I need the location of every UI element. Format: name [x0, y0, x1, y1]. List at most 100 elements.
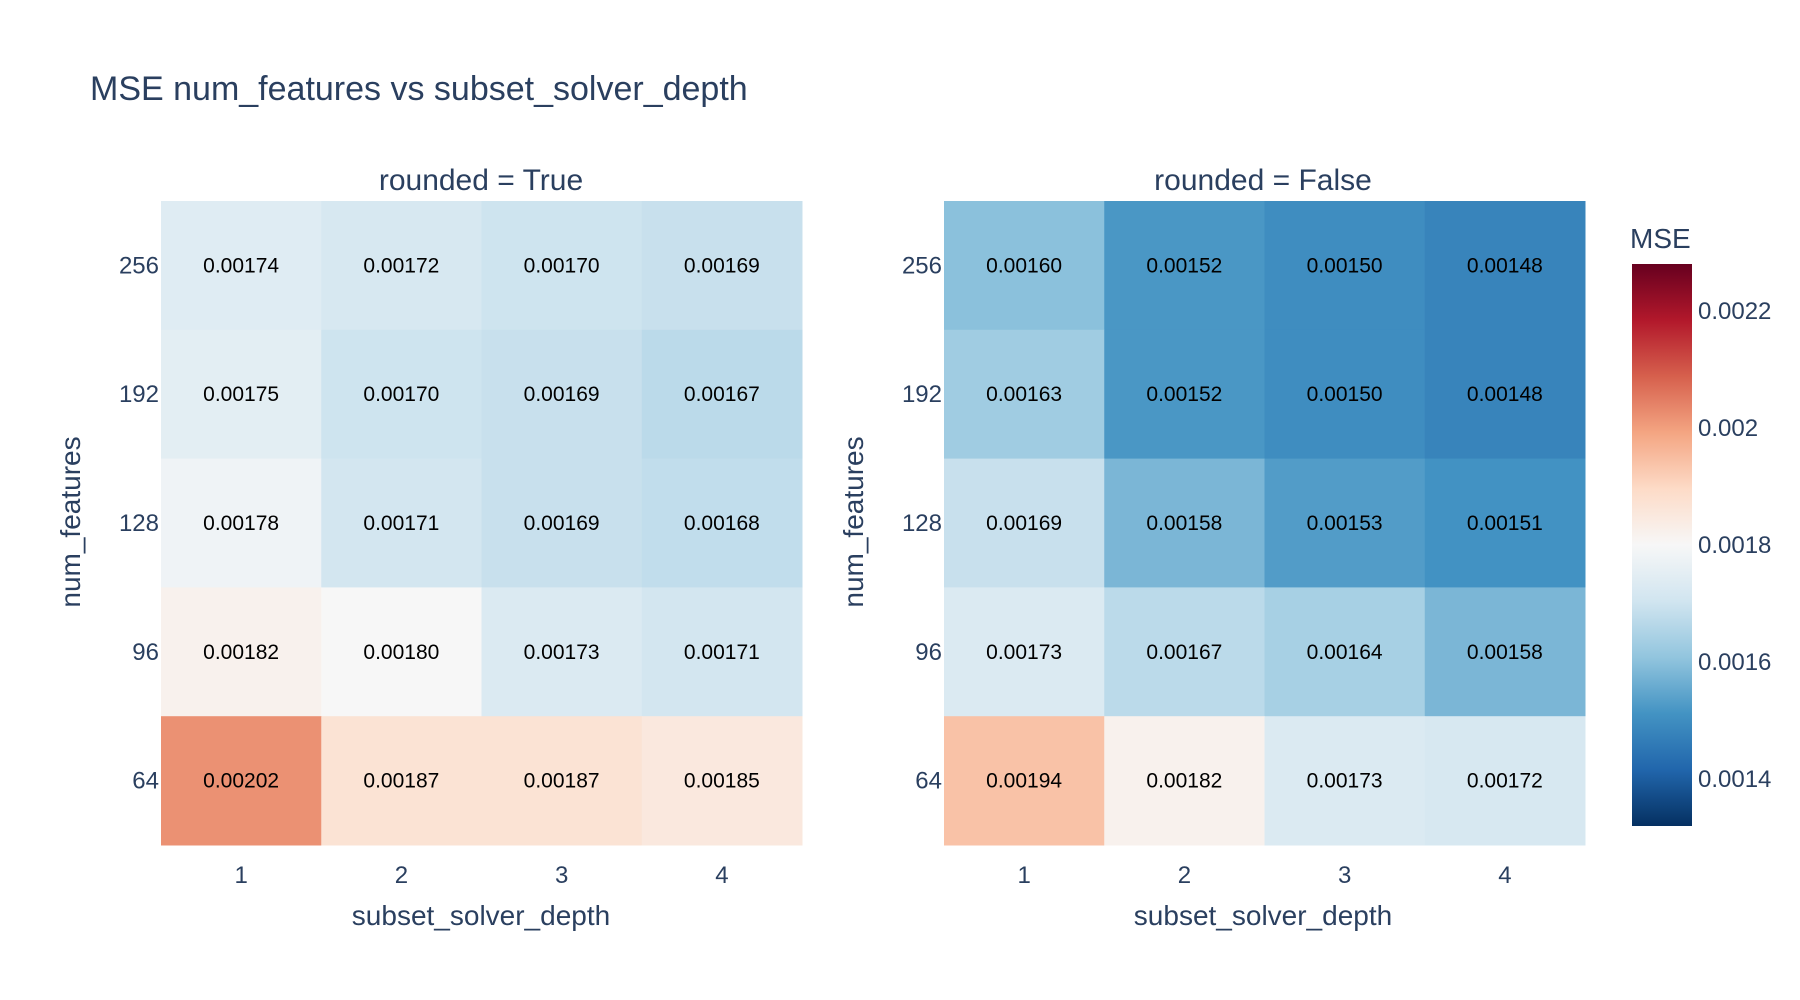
cell-value-label: 0.00174	[203, 254, 279, 277]
x-axis-title: subset_solver_depth	[352, 900, 610, 931]
cell-value-label: 0.00167	[1146, 641, 1222, 664]
colorbar-ticks: 0.0014 0.0016 0.0018 0.002 0.0022	[1698, 298, 1771, 793]
y-axis-title: num_features	[838, 436, 869, 607]
cell-value-label: 0.00171	[363, 512, 439, 535]
cell-value-label: 0.00171	[684, 641, 760, 664]
cell-value-label: 0.00173	[524, 641, 600, 664]
x-tick-label: 2	[1178, 862, 1191, 889]
cell-value-label: 0.00169	[524, 383, 600, 406]
cell-value-label: 0.00170	[363, 383, 439, 406]
heatmap-cell	[321, 201, 482, 331]
heatmap-cell	[1264, 201, 1426, 331]
x-tick-label: 1	[1017, 862, 1030, 889]
y-tick-label: 128	[902, 510, 942, 537]
cell-value-label: 0.00167	[684, 383, 760, 406]
y-tick-label: 256	[119, 252, 159, 279]
cell-value-label: 0.00178	[203, 512, 279, 535]
cell-value-label: 0.00194	[986, 770, 1062, 793]
chart-title: MSE num_features vs subset_solver_depth	[90, 70, 748, 108]
y-axis-ticks: 256 192 128 96 64	[902, 252, 942, 794]
cell-value-label: 0.00169	[524, 512, 600, 535]
y-axis-ticks: 256 192 128 96 64	[119, 252, 159, 794]
cell-value-label: 0.00150	[1307, 254, 1383, 277]
heatmap-panel-rounded-false: rounded = False 0.00160 0.00152 0.00150 0.0…	[838, 164, 1586, 931]
heatmap-cell	[481, 458, 643, 588]
heatmap-cell	[321, 587, 482, 717]
cell-value-label: 0.00182	[1146, 770, 1222, 793]
heatmap-cell	[481, 587, 643, 717]
cell-value-label: 0.00163	[986, 383, 1062, 406]
colorbar-tick-label: 0.0018	[1698, 532, 1771, 559]
heatmap-cell	[161, 587, 322, 717]
cell-value-label: 0.00182	[203, 641, 279, 664]
cell-value-label: 0.00168	[684, 512, 760, 535]
colorbar: MSE 0.0014 0.0016 0.0018 0.002 0.0022	[1630, 223, 1771, 826]
y-tick-label: 64	[132, 768, 159, 795]
colorbar-tick-label: 0.0016	[1698, 649, 1771, 676]
x-tick-label: 3	[555, 862, 568, 889]
heatmap-cell	[641, 458, 803, 588]
heatmap-cell	[1424, 201, 1586, 331]
colorbar-tick-label: 0.0022	[1698, 298, 1771, 325]
colorbar-title: MSE	[1630, 223, 1691, 254]
heatmap-cell	[1424, 458, 1586, 588]
heatmap-cell	[321, 458, 482, 588]
cell-value-label: 0.00148	[1467, 383, 1543, 406]
colorbar-gradient	[1632, 264, 1692, 826]
colorbar-tick-label: 0.0014	[1698, 766, 1771, 793]
cell-value-label: 0.00158	[1467, 641, 1543, 664]
y-tick-label: 128	[119, 510, 159, 537]
y-tick-label: 96	[132, 639, 159, 666]
heatmap-panel-rounded-true: rounded = True 0.00174 0.00172 0.00170 0.00…	[55, 164, 803, 931]
heatmap-cell	[944, 458, 1105, 588]
colorbar-tick-label: 0.002	[1698, 415, 1758, 442]
cell-value-label: 0.00152	[1146, 254, 1222, 277]
cell-value-label: 0.00160	[986, 254, 1062, 277]
y-tick-label: 256	[902, 252, 942, 279]
heatmap-cells: 0.00160 0.00152 0.00150 0.00148 0.00163 0.001…	[944, 201, 1586, 846]
cell-value-label: 0.00173	[986, 641, 1062, 664]
cell-value-label: 0.00151	[1467, 512, 1543, 535]
x-axis-title: subset_solver_depth	[1134, 900, 1392, 931]
heatmap-cell	[641, 201, 803, 331]
x-tick-label: 1	[234, 862, 247, 889]
cell-value-label: 0.00202	[203, 770, 279, 793]
cell-value-label: 0.00148	[1467, 254, 1543, 277]
x-tick-label: 2	[395, 862, 408, 889]
heatmap-cell	[1424, 329, 1586, 460]
x-tick-label: 4	[715, 862, 728, 889]
cell-value-label: 0.00164	[1307, 641, 1383, 664]
x-tick-label: 4	[1498, 862, 1511, 889]
heatmap-cell	[481, 329, 643, 460]
cell-value-label: 0.00150	[1307, 383, 1383, 406]
cell-value-label: 0.00152	[1146, 383, 1222, 406]
y-tick-label: 64	[915, 768, 942, 795]
panel-title: rounded = False	[1154, 164, 1372, 197]
heatmap-cell	[944, 587, 1105, 717]
heatmap-cell	[1424, 716, 1586, 846]
cell-value-label: 0.00169	[684, 254, 760, 277]
cell-value-label: 0.00187	[363, 770, 439, 793]
heatmap-cell	[161, 458, 322, 588]
heatmap-cell	[641, 329, 803, 460]
heatmap-cell	[1264, 716, 1426, 846]
heatmap-cells: 0.00174 0.00172 0.00170 0.00169 0.00175 0.001…	[161, 201, 803, 846]
heatmap-cell	[481, 201, 643, 331]
heatmap-cell	[1104, 458, 1265, 588]
x-axis-ticks: 1 2 3 4	[1017, 862, 1511, 889]
cell-value-label: 0.00158	[1146, 512, 1222, 535]
cell-value-label: 0.00173	[1307, 770, 1383, 793]
cell-value-label: 0.00187	[524, 770, 600, 793]
cell-value-label: 0.00172	[363, 254, 439, 277]
y-axis-title: num_features	[55, 436, 86, 607]
heatmap-cell	[1264, 587, 1426, 717]
heatmap-cell	[944, 201, 1105, 331]
heatmap-cell	[161, 329, 322, 460]
heatmap-cell	[321, 329, 482, 460]
heatmap-cell	[641, 716, 803, 846]
heatmap-cell	[161, 201, 322, 331]
heatmap-cell	[944, 329, 1105, 460]
heatmap-cell	[1424, 587, 1586, 717]
heatmap-cell	[1104, 329, 1265, 460]
